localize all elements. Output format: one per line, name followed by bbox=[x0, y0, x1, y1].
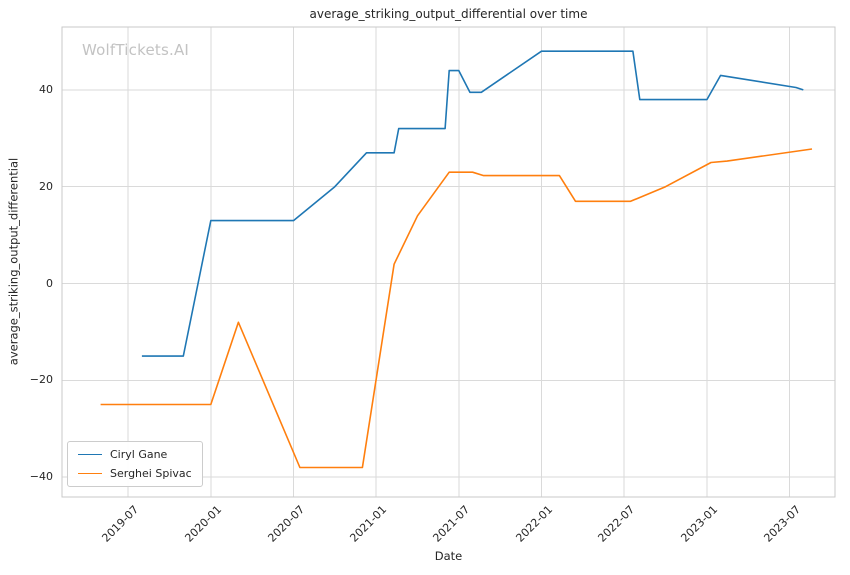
y-axis-label: average_striking_output_differential bbox=[6, 157, 21, 366]
plot-frame bbox=[61, 26, 836, 498]
legend-line-swatch bbox=[78, 454, 102, 455]
legend-item-ciryl-gane: Ciryl Gane bbox=[78, 448, 192, 461]
legend-label: Serghei Spivac bbox=[110, 467, 192, 480]
chart-title: average_striking_output_differential ove… bbox=[309, 7, 588, 21]
line-serghei-spivac bbox=[100, 148, 813, 469]
legend: Ciryl Gane Serghei Spivac bbox=[67, 441, 203, 487]
legend-line-swatch bbox=[78, 473, 102, 474]
watermark: WolfTickets.AI bbox=[82, 41, 190, 59]
line-ciryl-gane bbox=[141, 50, 804, 357]
legend-label: Ciryl Gane bbox=[110, 448, 168, 461]
x-axis-label: Date bbox=[434, 549, 463, 563]
legend-item-serghei-spivac: Serghei Spivac bbox=[78, 467, 192, 480]
